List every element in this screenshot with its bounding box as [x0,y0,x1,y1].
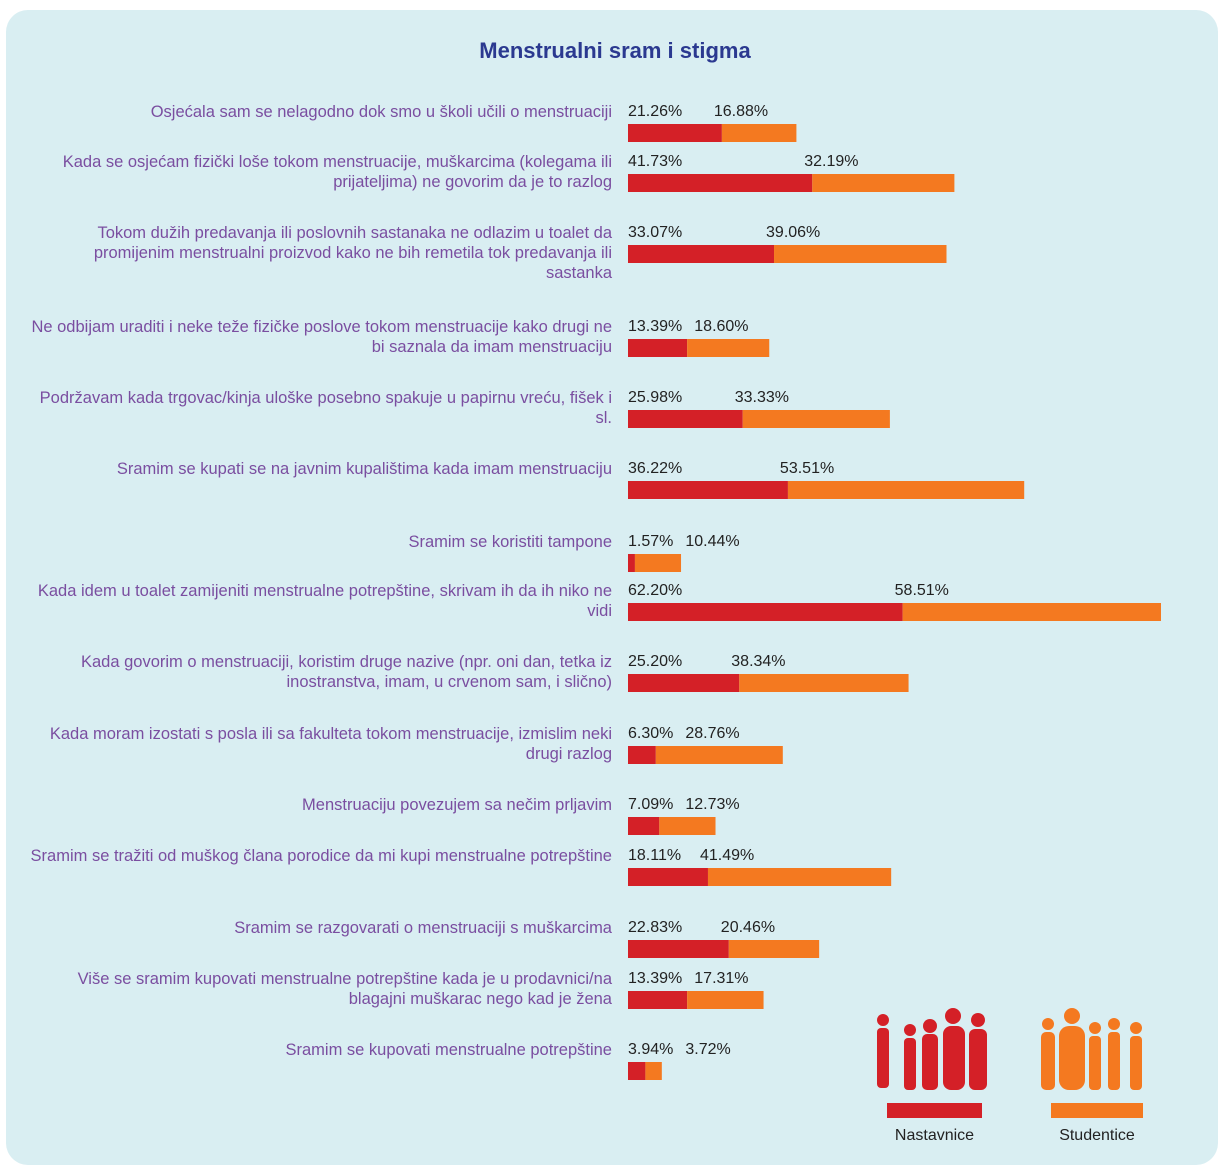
value-label: 25.98% [628,389,682,406]
value-label: 13.39% [628,318,682,335]
value-label: 38.34% [731,653,785,670]
bar-segment [812,174,955,192]
category-label: Podržavam kada trgovac/kinja uloške pose… [39,389,612,427]
bar-segment [687,339,770,357]
category-label: Više se sramim kupovati menstrualne potr… [77,970,612,1008]
bar-segment [645,1062,662,1080]
value-label: 18.60% [694,318,748,335]
category-label: Sramim se tražiti od muškog člana porodi… [30,847,612,865]
category-label: Tokom dužih predavanja ili poslovnih sas… [93,224,612,282]
bar-segment [721,124,797,142]
value-label: 18.11% [628,847,681,864]
value-label: 6.30% [628,725,673,742]
legend-label: Studentice [1059,1127,1135,1144]
category-label: Ne odbijam uraditi i neke teže fizičke p… [31,318,612,356]
legend-swatch [1051,1103,1143,1118]
category-label: Sramim se kupovati menstrualne potrepšti… [285,1041,613,1059]
category-label: Kada moram izostati s posla ili sa fakul… [49,725,612,763]
bar-segment [739,674,909,692]
bar-segment [628,940,729,958]
bar-segment [634,554,682,572]
bar-segment [628,124,722,142]
value-label: 36.22% [628,460,682,477]
value-label: 10.44% [685,533,739,550]
value-label: 13.39% [628,970,682,987]
category-label: Sramim se kupati se na javnim kupalištim… [116,460,612,478]
value-label: 58.51% [895,582,949,599]
bar-segment [742,410,890,428]
bar-segment [628,603,903,621]
value-label: 22.83% [628,919,682,936]
category-label: Sramim se razgovarati o menstruaciji s m… [234,919,612,937]
bar-segment [628,554,635,572]
bar-segment [655,746,783,764]
value-label: 62.20% [628,582,682,599]
category-label: Menstruaciju povezujem sa nečim prljavim [302,796,612,814]
value-label: 17.31% [694,970,748,987]
icons-teachers [877,1008,987,1090]
chart-title: Menstrualni sram i stigma [479,38,751,63]
legend-label: Nastavnice [895,1127,974,1144]
bar-segment [628,991,688,1009]
icons-students [1041,1008,1142,1090]
category-label: Kada govorim o menstruaciji, koristim dr… [81,653,612,691]
value-label: 53.51% [780,460,834,477]
value-label: 1.57% [628,533,673,550]
value-label: 28.76% [685,725,739,742]
value-label: 33.33% [735,389,789,406]
bar-segment [628,674,740,692]
category-label: Kada idem u toalet zamijeniti menstrualn… [37,582,612,620]
value-label: 21.26% [628,103,682,120]
bar-segment [774,245,947,263]
bar-segment [787,481,1025,499]
bar-segment [628,339,688,357]
value-label: 3.72% [685,1041,730,1058]
value-label: 16.88% [714,103,768,120]
bar-segment [687,991,764,1009]
value-label: 41.73% [628,153,682,170]
bar-segment [707,868,892,886]
bar-segment [628,245,775,263]
bar-segment [659,817,716,835]
category-label: Osjećala sam se nelagodno dok smo u škol… [150,103,612,121]
bar-segment [628,410,743,428]
bar-segment [628,817,660,835]
value-label: 3.94% [628,1041,673,1058]
bar-segment [628,481,788,499]
bar-segment [628,1062,646,1080]
value-label: 7.09% [628,796,673,813]
bar-segment [728,940,820,958]
bar-segment [628,746,656,764]
bar-segment [628,174,813,192]
value-label: 39.06% [766,224,820,241]
value-label: 25.20% [628,653,682,670]
bar-segment [628,868,708,886]
card [6,10,1218,1165]
category-label: Sramim se koristiti tampone [408,533,612,551]
value-label: 12.73% [685,796,739,813]
bar-segment [902,603,1161,621]
value-label: 20.46% [721,919,775,936]
category-label: Kada se osjećam fizički loše tokom menst… [62,153,612,191]
value-label: 32.19% [804,153,858,170]
value-label: 41.49% [700,847,754,864]
value-label: 33.07% [628,224,682,241]
legend-swatch [887,1103,982,1118]
